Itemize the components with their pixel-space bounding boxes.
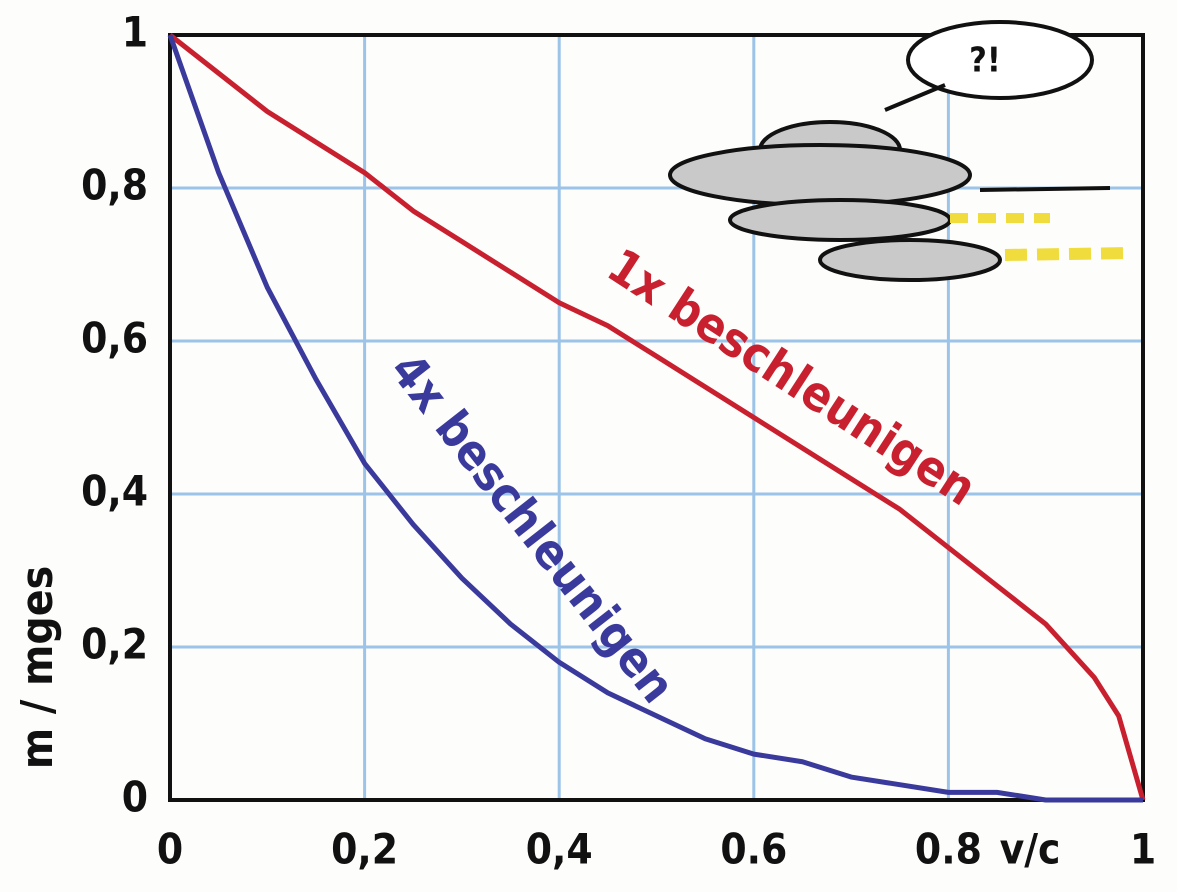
x-tick-label: 0.8 (915, 825, 982, 874)
y-axis-label: m / mges (12, 566, 63, 769)
y-tick-label: 0,8 (81, 161, 148, 210)
x-tick-label: 0,4 (526, 825, 593, 874)
x-tick-label: 0 (157, 825, 183, 874)
bubble-pointer (884, 83, 946, 112)
plot: 0 0,2 0,4 0.6 0.8 100,20,40,60,81v/cm / mges1… (12, 8, 1156, 874)
engine (818, 238, 1002, 282)
x-tick-label: 0,2 (331, 825, 398, 874)
y-tick-label: 0,4 (81, 467, 148, 516)
line (168, 33, 1146, 801)
speech-text: ?! (969, 41, 1001, 81)
line (167, 34, 1143, 803)
x-tick-label: 0.6 (720, 825, 787, 874)
speed-line (979, 186, 1111, 192)
y-tick-label: 0,6 (81, 314, 148, 363)
spaceship (668, 20, 1131, 282)
hull (668, 143, 972, 207)
x-axis-label: v/c (1000, 825, 1061, 874)
series-label: 4x beschleunigen (379, 343, 686, 714)
speech-bubble (906, 20, 1094, 100)
x-tick-label: 1 (1130, 825, 1156, 874)
y-tick-label: 0 (122, 773, 148, 822)
engine (728, 198, 952, 242)
plot-frame (168, 33, 1145, 802)
y-tick-label: 1 (122, 8, 148, 57)
y-tick-label: 0,2 (81, 620, 148, 669)
exhaust (1004, 247, 1131, 261)
